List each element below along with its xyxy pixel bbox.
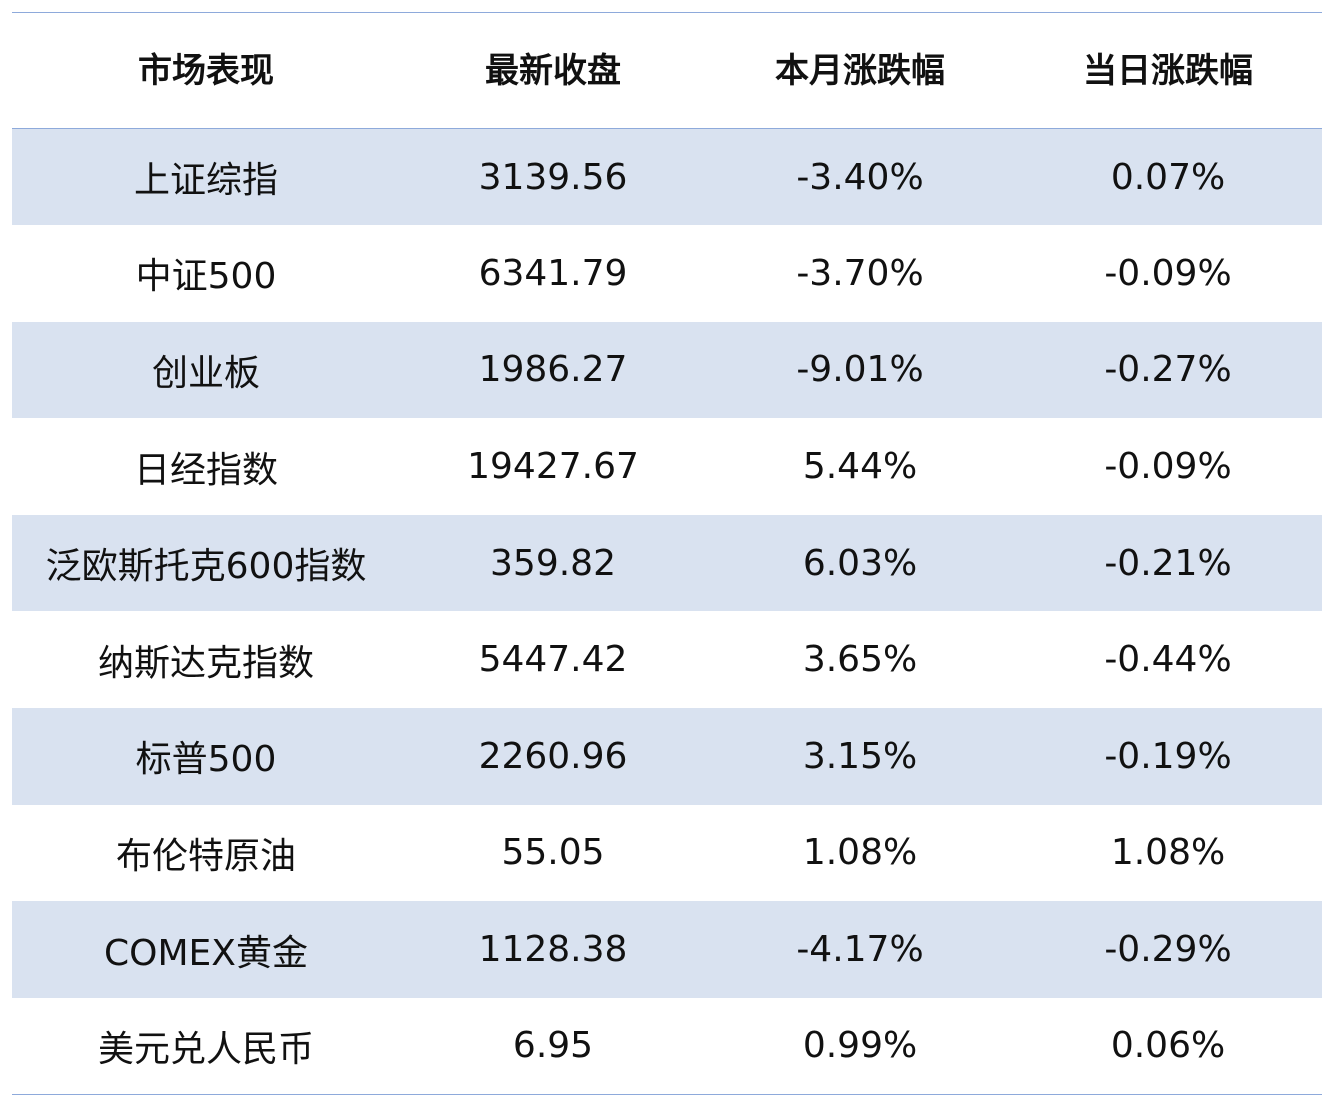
header-row: 市场表现 最新收盘 本月涨跌幅 当日涨跌幅	[12, 12, 1322, 129]
header-monthly-change: 本月涨跌幅	[775, 51, 945, 91]
table-row: COMEX黄金 1128.38 -4.17% -0.29%	[12, 901, 1322, 998]
cell-daily-change: 0.07%	[1110, 156, 1226, 198]
cell-monthly-change: -3.70%	[796, 252, 924, 294]
cell-monthly-change: 0.99%	[802, 1025, 918, 1067]
market-performance-table: 市场表现 最新收盘 本月涨跌幅 当日涨跌幅 上证综指 3139.56 -3.40…	[12, 12, 1322, 1095]
cell-latest-close: 1128.38	[478, 929, 628, 971]
cell-latest-close: 19427.67	[467, 446, 639, 488]
cell-daily-change: -0.21%	[1104, 542, 1232, 584]
cell-latest-close: 1986.27	[478, 349, 628, 391]
cell-daily-change: -0.09%	[1104, 252, 1232, 294]
header-market: 市场表现	[138, 51, 274, 91]
table-header: 市场表现 最新收盘 本月涨跌幅 当日涨跌幅	[12, 12, 1322, 129]
cell-market: 泛欧斯托克600指数	[45, 546, 367, 588]
cell-market: 美元兑人民币	[97, 1028, 314, 1070]
cell-market: 纳斯达克指数	[97, 642, 314, 684]
cell-monthly-change: 3.65%	[802, 639, 918, 681]
table-row: 日经指数 19427.67 5.44% -0.09%	[12, 418, 1322, 515]
header-daily-change: 当日涨跌幅	[1083, 51, 1253, 91]
table-row: 布伦特原油 55.05 1.08% 1.08%	[12, 805, 1322, 902]
cell-monthly-change: -9.01%	[796, 349, 924, 391]
cell-market: 创业板	[151, 352, 260, 394]
cell-monthly-change: 6.03%	[802, 542, 918, 584]
market-table-container: 市场表现 最新收盘 本月涨跌幅 当日涨跌幅 上证综指 3139.56 -3.40…	[12, 12, 1322, 1095]
cell-latest-close: 5447.42	[478, 639, 628, 681]
cell-latest-close: 6341.79	[478, 252, 628, 294]
cell-market: 日经指数	[133, 449, 278, 491]
table-body: 上证综指 3139.56 -3.40% 0.07% 中证500 6341.79 …	[12, 128, 1322, 1095]
cell-latest-close: 359.82	[490, 542, 616, 584]
cell-latest-close: 2260.96	[478, 735, 628, 777]
cell-daily-change: 1.08%	[1110, 832, 1226, 874]
cell-monthly-change: 1.08%	[802, 832, 918, 874]
cell-monthly-change: 3.15%	[802, 735, 918, 777]
cell-market: 布伦特原油	[115, 835, 296, 877]
cell-daily-change: -0.27%	[1104, 349, 1232, 391]
cell-daily-change: -0.29%	[1104, 929, 1232, 971]
cell-monthly-change: -4.17%	[796, 929, 924, 971]
cell-daily-change: 0.06%	[1110, 1025, 1226, 1067]
cell-daily-change: -0.44%	[1104, 639, 1232, 681]
table-row: 泛欧斯托克600指数 359.82 6.03% -0.21%	[12, 514, 1322, 612]
cell-monthly-change: -3.40%	[796, 156, 924, 198]
cell-market: 中证500	[135, 256, 277, 298]
table-row: 中证500 6341.79 -3.70% -0.09%	[12, 225, 1322, 322]
cell-daily-change: -0.19%	[1104, 735, 1232, 777]
cell-latest-close: 55.05	[501, 832, 605, 874]
table-row: 上证综指 3139.56 -3.40% 0.07%	[12, 128, 1322, 226]
cell-monthly-change: 5.44%	[802, 446, 918, 488]
cell-market: 上证综指	[133, 160, 278, 202]
cell-daily-change: -0.09%	[1104, 446, 1232, 488]
cell-market: 标普500	[135, 739, 277, 781]
table-row: 创业板 1986.27 -9.01% -0.27%	[12, 321, 1322, 419]
cell-latest-close: 6.95	[512, 1025, 594, 1067]
table-row: 标普500 2260.96 3.15% -0.19%	[12, 708, 1322, 805]
cell-latest-close: 3139.56	[478, 156, 628, 198]
header-latest-close: 最新收盘	[485, 51, 621, 91]
table-row: 纳斯达克指数 5447.42 3.65% -0.44%	[12, 611, 1322, 708]
table-row: 美元兑人民币 6.95 0.99% 0.06%	[12, 998, 1322, 1095]
cell-market: COMEX黄金	[104, 932, 308, 974]
